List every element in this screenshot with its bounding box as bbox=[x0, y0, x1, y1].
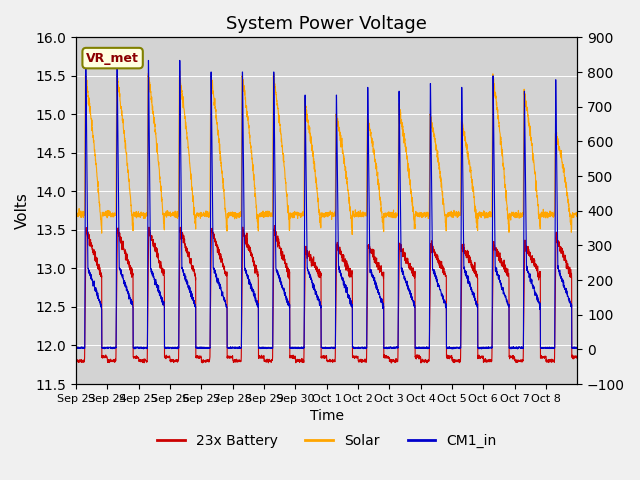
23x Battery bbox=[497, 257, 505, 263]
23x Battery bbox=[387, 360, 395, 366]
Line: CM1_in: CM1_in bbox=[76, 57, 577, 349]
23x Battery bbox=[573, 355, 581, 361]
Solar bbox=[175, 184, 182, 190]
23x Battery bbox=[271, 223, 278, 228]
CM1_in bbox=[72, 345, 80, 351]
CM1_in bbox=[391, 344, 399, 350]
CM1_in bbox=[435, 284, 443, 289]
CM1_in bbox=[573, 345, 581, 350]
Y-axis label: Volts: Volts bbox=[15, 192, 30, 229]
Solar bbox=[176, 68, 184, 74]
Legend: 23x Battery, Solar, CM1_in: 23x Battery, Solar, CM1_in bbox=[151, 428, 502, 453]
Solar bbox=[497, 142, 505, 147]
23x Battery bbox=[391, 359, 399, 364]
Solar bbox=[348, 232, 356, 238]
CM1_in bbox=[82, 54, 90, 60]
Line: 23x Battery: 23x Battery bbox=[76, 226, 577, 363]
CM1_in bbox=[175, 297, 183, 303]
CM1_in bbox=[568, 345, 576, 350]
Solar bbox=[391, 214, 399, 219]
Title: System Power Voltage: System Power Voltage bbox=[227, 15, 427, 33]
Solar bbox=[573, 211, 581, 216]
Line: Solar: Solar bbox=[76, 71, 577, 235]
CM1_in bbox=[497, 281, 505, 287]
Solar bbox=[568, 214, 576, 219]
23x Battery bbox=[467, 257, 475, 263]
23x Battery bbox=[435, 260, 443, 266]
23x Battery bbox=[72, 358, 80, 363]
23x Battery bbox=[568, 354, 576, 360]
Solar bbox=[467, 168, 475, 173]
X-axis label: Time: Time bbox=[310, 409, 344, 423]
Solar bbox=[435, 161, 443, 167]
CM1_in bbox=[467, 287, 475, 292]
CM1_in bbox=[448, 346, 456, 352]
Solar bbox=[72, 212, 80, 218]
Text: VR_met: VR_met bbox=[86, 51, 139, 65]
23x Battery bbox=[175, 340, 182, 346]
